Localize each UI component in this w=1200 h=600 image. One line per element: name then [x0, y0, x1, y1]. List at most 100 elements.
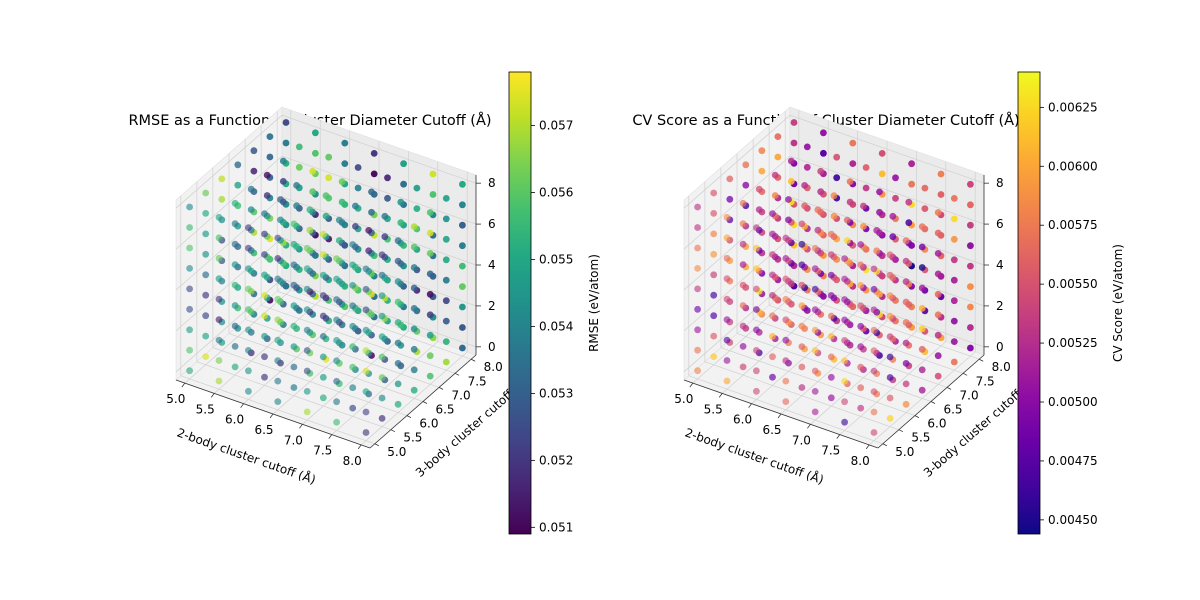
scatter-point	[349, 404, 357, 412]
scatter-point	[231, 281, 239, 289]
z-tick-label: 0	[488, 340, 496, 354]
scatter-point	[739, 343, 747, 350]
scatter-point	[886, 292, 894, 300]
scatter-point	[886, 353, 894, 361]
scatter-point	[739, 363, 747, 371]
x-tick	[328, 434, 333, 439]
scatter-point	[202, 312, 210, 320]
scatter-point	[694, 367, 701, 375]
scatter-point	[782, 275, 790, 283]
scatter-point	[266, 153, 274, 161]
scatter-point	[934, 229, 942, 237]
scatter-point	[918, 366, 926, 374]
scatter-point	[694, 265, 701, 272]
scatter-point	[215, 254, 223, 262]
scatter-point	[902, 257, 910, 265]
scatter-point	[459, 283, 466, 290]
scatter-point	[886, 374, 894, 381]
scatter-point	[918, 345, 926, 353]
scatter-point	[245, 285, 252, 293]
x-grid-line	[184, 110, 292, 384]
x-tick-label: 7.0	[284, 433, 303, 447]
y-tick-label: 5.5	[403, 431, 422, 445]
x-tick	[836, 434, 841, 439]
scatter-point	[319, 251, 327, 258]
scatter-point	[202, 230, 210, 238]
y-tick	[422, 401, 428, 404]
scatter-point	[277, 196, 284, 203]
scatter-point	[782, 316, 790, 324]
scatter-point	[814, 206, 822, 214]
scatter-point	[303, 306, 311, 313]
scatter-point	[245, 387, 252, 395]
y-grid-line	[244, 139, 440, 388]
scatter-point	[303, 244, 311, 252]
scatter-point	[841, 377, 848, 385]
scatter-point	[378, 312, 386, 320]
scatter-point	[694, 224, 701, 231]
scatter-point	[782, 357, 790, 365]
scatter-point	[384, 194, 391, 202]
scatter-point	[290, 343, 298, 350]
scatter-point	[753, 387, 760, 395]
scatter-point	[333, 316, 340, 324]
cv-colorbar-ticks: 0.00450 0.00475 0.00500 0.00525 0.00550 0.005…	[1040, 100, 1098, 527]
scatter-point	[886, 251, 894, 259]
scatter-point	[442, 338, 450, 345]
scatter-point	[413, 184, 421, 192]
scatter-point	[333, 296, 340, 303]
scatter-point	[918, 243, 926, 251]
scatter-point	[303, 265, 311, 273]
x-tick	[240, 403, 244, 408]
scatter-point	[378, 271, 386, 279]
scatter-point	[801, 202, 808, 210]
scatter-point	[886, 394, 894, 402]
scatter-point	[918, 386, 926, 394]
scatter-point	[426, 250, 434, 257]
scatter-point	[410, 345, 418, 353]
colorbar-tick-label: 0.00575	[1048, 218, 1098, 232]
scatter-point	[261, 332, 268, 340]
rmse-colorbar-label: RMSE (eV/atom)	[587, 254, 601, 352]
scatter-point	[215, 234, 223, 242]
scatter-point	[774, 153, 782, 161]
scatter-point	[833, 174, 841, 182]
scatter-point	[442, 297, 450, 305]
scatter-point	[934, 250, 942, 257]
x-tick	[357, 444, 362, 450]
scatter-point	[771, 171, 779, 179]
x-grid-line	[272, 141, 380, 415]
y-grid-line	[260, 125, 456, 374]
scatter-point	[290, 363, 298, 371]
scatter-point	[349, 302, 357, 310]
scatter-point	[234, 181, 242, 189]
scatter-point	[841, 357, 848, 365]
scatter-point	[362, 326, 370, 334]
scatter-point	[723, 254, 731, 262]
scatter-point	[378, 394, 386, 402]
x-grid-line	[692, 110, 800, 384]
scatter-point	[378, 353, 386, 361]
scatter-point	[843, 237, 851, 244]
colorbar-tick-label: 0.00500	[1048, 395, 1098, 409]
scatter-point	[694, 326, 701, 334]
scatter-point	[934, 331, 942, 339]
scatter-point	[755, 185, 763, 193]
scatter-point	[459, 242, 466, 250]
x-tick	[777, 413, 782, 419]
z-grid-line	[175, 114, 477, 209]
scatter-point	[354, 184, 362, 192]
y-tick	[406, 415, 412, 418]
scatter-point	[426, 331, 434, 339]
y-tick-label: 7.5	[468, 374, 487, 388]
scatter-point	[862, 164, 870, 171]
y-tick	[471, 358, 476, 362]
scatter-point	[303, 367, 311, 375]
scatter-point	[811, 347, 819, 354]
scatter-point	[710, 312, 718, 320]
scatter-point	[934, 311, 942, 319]
z-tick-label: 6	[488, 217, 496, 231]
scatter-point	[378, 251, 386, 259]
scatter-point	[215, 295, 223, 303]
scatter-point	[726, 175, 734, 183]
